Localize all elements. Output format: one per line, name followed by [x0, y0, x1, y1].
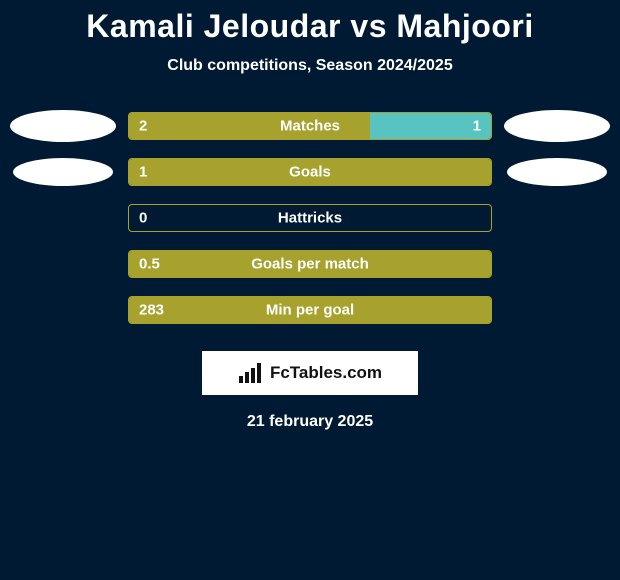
subtitle: Club competitions, Season 2024/2025 — [0, 57, 620, 75]
stat-label: Hattricks — [278, 210, 342, 227]
stat-bar: 283 Min per goal — [128, 296, 492, 324]
stat-left-value: 2 — [139, 118, 147, 135]
stat-bar: 0 Hattricks — [128, 204, 492, 232]
stat-bar: 1 Goals — [128, 158, 492, 186]
stat-left-value: 0.5 — [139, 256, 160, 273]
right-team-shape — [502, 287, 612, 333]
stat-row: 1 Goals — [0, 149, 620, 195]
stat-row: 0.5 Goals per match — [0, 241, 620, 287]
comparison-infographic: Kamali Jeloudar vs Mahjoori Club competi… — [0, 0, 620, 431]
left-team-shape — [8, 149, 118, 195]
ellipse-icon — [13, 158, 113, 186]
bars-icon — [238, 362, 264, 384]
logo: FcTables.com — [238, 362, 382, 384]
stat-row: 283 Min per goal — [0, 287, 620, 333]
left-team-shape — [8, 103, 118, 149]
stat-row: 2 Matches 1 — [0, 103, 620, 149]
page-title: Kamali Jeloudar vs Mahjoori — [0, 8, 620, 45]
stat-bar: 0.5 Goals per match — [128, 250, 492, 278]
right-team-shape — [502, 241, 612, 287]
left-team-shape — [8, 241, 118, 287]
stat-rows: 2 Matches 1 1 Goals 0 Hattricks 0.5 Goals per ma… — [0, 103, 620, 333]
stat-label: Min per goal — [266, 302, 354, 319]
stat-label: Goals per match — [251, 256, 369, 273]
left-team-shape — [8, 195, 118, 241]
logo-box[interactable]: FcTables.com — [202, 351, 418, 395]
ellipse-icon — [10, 110, 116, 142]
left-team-shape — [8, 287, 118, 333]
right-team-shape — [502, 103, 612, 149]
right-team-shape — [502, 195, 612, 241]
ellipse-icon — [507, 158, 607, 186]
stat-label: Goals — [289, 164, 331, 181]
stat-left-value: 283 — [139, 302, 164, 319]
stat-right-value: 1 — [473, 118, 481, 135]
stat-row: 0 Hattricks — [0, 195, 620, 241]
stat-left-value: 0 — [139, 210, 147, 227]
stat-label: Matches — [280, 118, 340, 135]
stat-left-value: 1 — [139, 164, 147, 181]
stat-bar: 2 Matches 1 — [128, 112, 492, 140]
right-team-shape — [502, 149, 612, 195]
date: 21 february 2025 — [0, 413, 620, 431]
ellipse-icon — [504, 110, 610, 142]
logo-text: FcTables.com — [270, 363, 382, 383]
